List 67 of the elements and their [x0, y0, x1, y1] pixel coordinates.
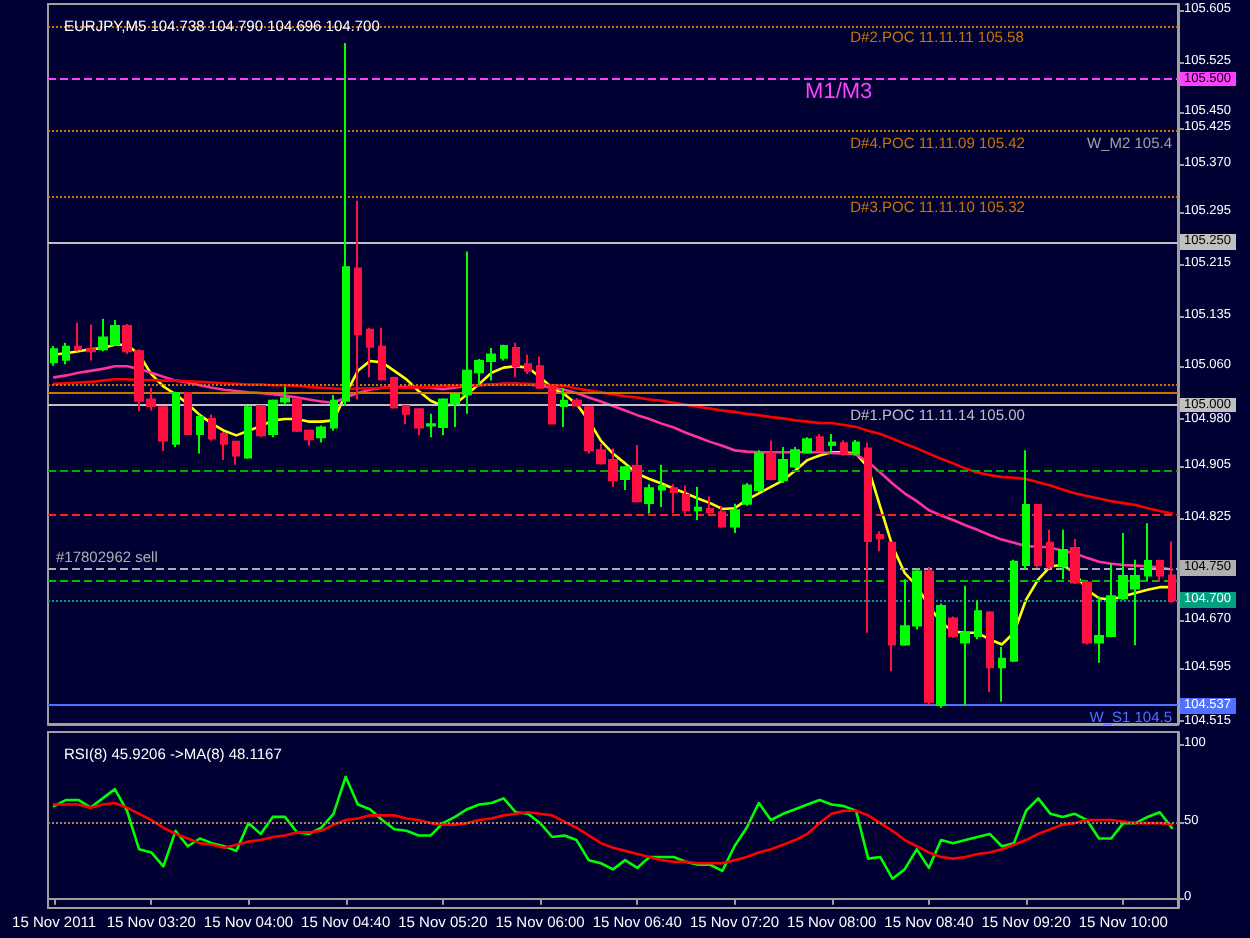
candlestick [196, 413, 204, 455]
candlestick [986, 610, 994, 694]
candlestick [960, 584, 970, 707]
candlestick [342, 42, 350, 408]
candlestick [888, 540, 896, 673]
candlestick [500, 343, 508, 362]
candlestick [316, 424, 326, 444]
candlestick [644, 483, 654, 515]
candlestick [366, 326, 374, 379]
line-series [52, 775, 1174, 880]
candlestick [718, 504, 726, 529]
candlestick [694, 485, 702, 522]
candlestick [524, 353, 532, 376]
candlestick [232, 439, 240, 466]
line-series [52, 378, 1174, 515]
candlestick [220, 431, 228, 462]
candlestick [840, 439, 848, 457]
candlestick [208, 413, 216, 442]
candlestick [658, 463, 666, 509]
candlestick [706, 495, 714, 516]
candlestick [244, 405, 252, 460]
candlestick [414, 406, 424, 437]
candlestick [536, 355, 544, 391]
candlestick [512, 341, 520, 379]
candlestick [50, 345, 58, 367]
candlestick [1022, 449, 1030, 570]
candlestick [1046, 528, 1054, 570]
candlestick [1010, 558, 1018, 664]
candlestick [560, 386, 568, 428]
candlestick [548, 384, 556, 426]
candlestick [1144, 522, 1152, 582]
candlestick [864, 441, 872, 634]
candlestick [620, 464, 630, 492]
candlestick [1156, 558, 1164, 583]
candlestick [390, 375, 398, 410]
candlestick [998, 646, 1006, 703]
candlestick [816, 433, 824, 453]
candlestick [1034, 502, 1042, 569]
candlestick [172, 390, 180, 449]
candlestick [974, 599, 982, 641]
candlestick [766, 439, 776, 482]
candlestick [670, 483, 678, 514]
candlestick [256, 403, 266, 439]
candlestick [62, 341, 70, 366]
candlestick [632, 444, 642, 504]
ref-line-label: M1/M3 [805, 80, 873, 107]
candlestick [924, 565, 934, 706]
candlestick [876, 530, 884, 553]
candlestick [86, 323, 96, 362]
candlestick [378, 326, 386, 382]
candlestick [936, 602, 946, 709]
candlestick [948, 615, 958, 639]
line-series [52, 364, 1174, 571]
candlestick [184, 390, 192, 437]
candlestick [74, 321, 82, 353]
candlestick [1168, 540, 1176, 604]
line-series [52, 801, 1174, 865]
candlestick [730, 502, 740, 535]
candlestick [572, 397, 582, 408]
candlestick [402, 403, 410, 426]
candlestick [354, 199, 362, 401]
line-series [52, 343, 1174, 646]
candlestick [852, 438, 860, 457]
candlestick [828, 433, 836, 455]
candlestick [682, 484, 690, 515]
candlestick [330, 393, 338, 432]
candlestick [1058, 528, 1068, 581]
